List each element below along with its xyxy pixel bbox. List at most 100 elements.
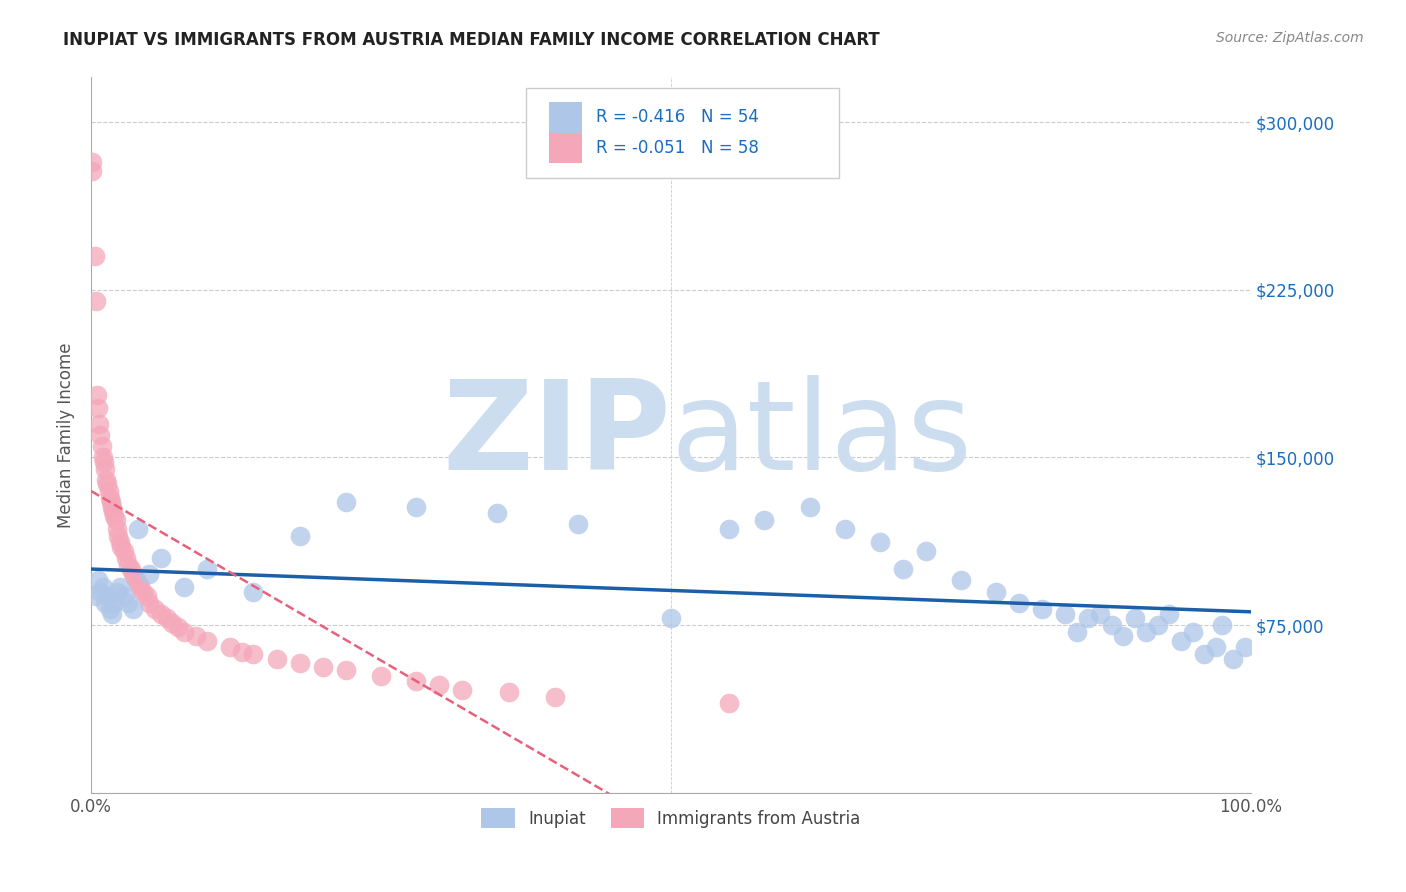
Point (127, 575, 149, 590)
Text: R = -0.416   N = 54: R = -0.416 N = 54 (596, 109, 758, 127)
Point (89, 428, 111, 442)
Point (89, 417, 111, 431)
Point (89, 584, 111, 599)
Point (90, 439, 112, 453)
FancyBboxPatch shape (550, 133, 582, 163)
Point (103, 596, 125, 610)
Point (195, 633, 218, 648)
Point (162, 615, 184, 630)
Point (149, 551, 172, 566)
Point (138, 596, 160, 610)
Point (128, 580, 150, 594)
Point (949, 574, 972, 588)
Point (96, 589, 118, 603)
Point (101, 504, 124, 518)
Point (799, 500, 821, 514)
Point (1123, 611, 1146, 625)
Point (167, 620, 190, 634)
Text: INUPIAT VS IMMIGRANTS FROM AUSTRIA MEDIAN FAMILY INCOME CORRELATION CHART: INUPIAT VS IMMIGRANTS FROM AUSTRIA MEDIA… (63, 31, 880, 49)
Point (405, 673, 427, 688)
Point (219, 640, 242, 655)
Text: R = -0.051   N = 58: R = -0.051 N = 58 (596, 139, 758, 157)
Point (96, 473, 118, 487)
Point (112, 544, 135, 558)
Point (107, 528, 129, 542)
Point (1101, 618, 1123, 632)
Point (915, 544, 938, 558)
Point (149, 607, 172, 621)
Point (82, 164, 104, 178)
Point (184, 629, 207, 643)
Point (1112, 629, 1135, 643)
Point (120, 562, 142, 576)
Point (132, 584, 155, 599)
Point (1054, 607, 1077, 621)
FancyBboxPatch shape (550, 103, 582, 133)
Point (1205, 640, 1227, 655)
Point (100, 495, 122, 509)
Point (1008, 596, 1031, 610)
Point (105, 584, 128, 599)
Point (155, 611, 177, 625)
Point (891, 562, 914, 576)
Point (83, 249, 105, 263)
FancyBboxPatch shape (526, 88, 839, 178)
Point (94, 461, 117, 475)
Point (117, 596, 139, 610)
Point (567, 517, 589, 532)
Point (93, 455, 115, 469)
Point (117, 558, 139, 572)
Point (124, 571, 146, 585)
Point (143, 602, 166, 616)
Point (173, 624, 195, 639)
Point (84, 293, 107, 308)
Point (717, 696, 740, 710)
Point (127, 522, 149, 536)
Point (110, 540, 132, 554)
Point (94, 596, 117, 610)
Point (1159, 607, 1181, 621)
Text: Source: ZipAtlas.com: Source: ZipAtlas.com (1216, 31, 1364, 45)
Text: ZIP: ZIP (441, 375, 671, 496)
Point (405, 500, 427, 514)
Point (984, 584, 1007, 599)
Point (1211, 618, 1233, 632)
Point (101, 607, 124, 621)
Point (173, 580, 195, 594)
Point (752, 513, 775, 527)
Point (84, 589, 107, 603)
Point (122, 566, 145, 581)
Text: atlas: atlas (671, 375, 973, 496)
Point (288, 656, 311, 670)
Point (312, 660, 335, 674)
Point (97, 483, 120, 498)
Point (1170, 633, 1192, 648)
Point (231, 645, 253, 659)
Point (98, 491, 121, 505)
Point (87, 401, 110, 416)
Point (335, 663, 357, 677)
Point (115, 551, 138, 566)
Legend: Inupiat, Immigrants from Austria: Inupiat, Immigrants from Austria (475, 802, 868, 834)
Point (427, 678, 450, 692)
Point (242, 647, 264, 661)
Point (498, 685, 520, 699)
Point (1077, 611, 1099, 625)
Point (242, 584, 264, 599)
Point (82, 155, 104, 169)
Point (834, 522, 856, 536)
Point (105, 522, 128, 536)
Point (1181, 624, 1204, 639)
Point (108, 580, 131, 594)
Point (335, 495, 357, 509)
Point (266, 651, 288, 665)
Point (717, 522, 740, 536)
Point (104, 513, 127, 527)
Point (659, 611, 682, 625)
Point (544, 690, 567, 704)
Point (288, 528, 311, 542)
Point (370, 669, 392, 683)
Point (451, 682, 474, 697)
Point (103, 508, 125, 523)
Point (98, 602, 121, 616)
